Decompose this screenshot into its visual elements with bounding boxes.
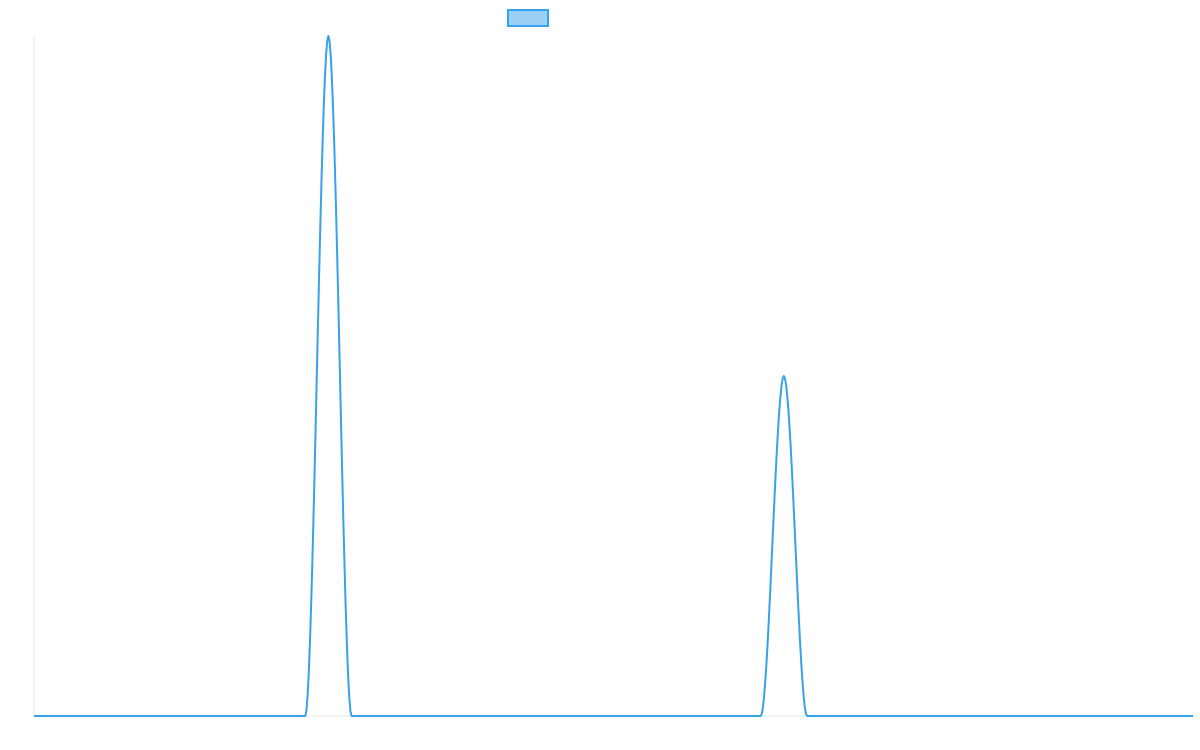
series-layer	[34, 35, 1193, 717]
axes-layer	[33, 36, 1193, 717]
series-line-0	[34, 35, 1193, 717]
legend-swatch[interactable]	[507, 9, 549, 27]
legend[interactable]	[507, 9, 549, 27]
